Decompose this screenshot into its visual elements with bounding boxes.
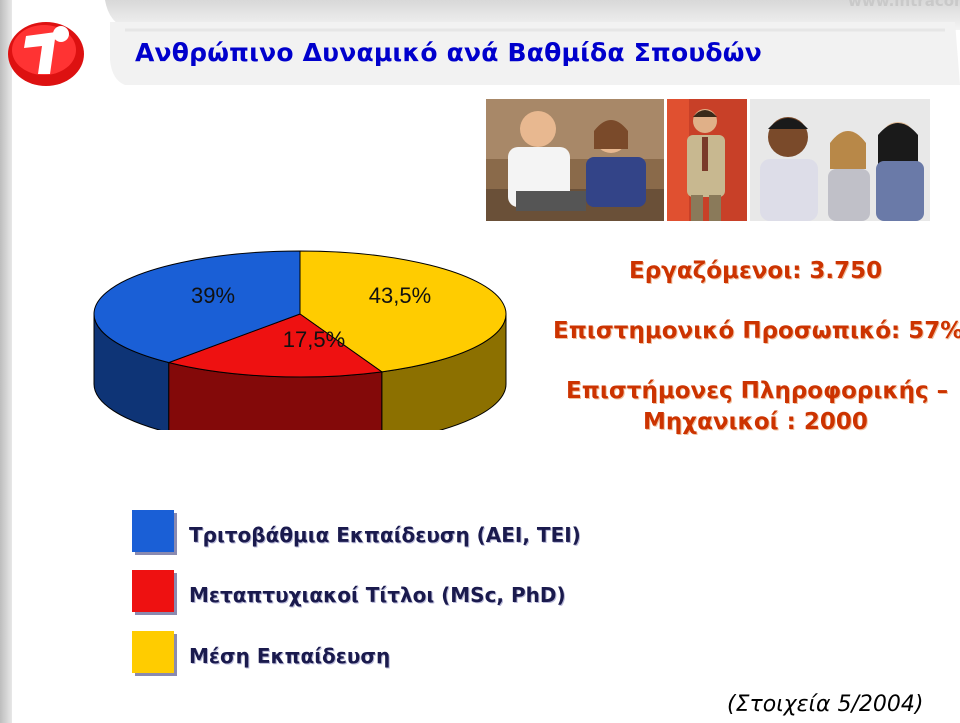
pie-chart: 39% 17,5% 43,5% [93, 250, 507, 430]
pie-data-label: 43,5% [369, 283, 431, 308]
legend-label: Μεταπτυχιακοί Τίτλοι (MSc, PhD) [189, 583, 566, 607]
legend-swatch-red [132, 570, 174, 612]
watermark-text: www.intracom [848, 0, 960, 10]
legend-swatch-blue [132, 510, 174, 552]
pie-slice-1 [167, 313, 384, 378]
legend-label: Μέση Εκπαίδευση [189, 644, 391, 668]
legend-label: Τριτοβάθμια Εκπαίδευση (ΑΕΙ, ΤΕΙ) [189, 523, 581, 547]
it-engineers-stat-line2: Μηχανικοί : 2000 [643, 409, 868, 435]
employees-stat: Εργαζόμενοι: 3.750 [629, 258, 883, 284]
legend-swatch-yellow [132, 631, 174, 673]
pie-slice-0 [93, 250, 301, 364]
businessman-photo [667, 99, 747, 221]
company-logo [8, 22, 84, 86]
page-title: Ανθρώπινο Δυναμικό ανά Βαθμίδα Σπουδών [135, 38, 762, 67]
left-edge-bar [0, 0, 12, 723]
scientific-staff-stat: Επιστημονικό Προσωπικό: 57% [553, 318, 960, 344]
pie-data-label: 17,5% [283, 327, 345, 352]
pie-slice-2 [299, 250, 507, 373]
office-workers-photo [486, 99, 664, 221]
it-engineers-stat-line1: Επιστήμονες Πληροφορικής – [566, 378, 949, 404]
team-meeting-photo [750, 99, 930, 221]
header-band [105, 0, 960, 85]
photo-strip [486, 99, 930, 221]
pie-data-label: 39% [191, 283, 235, 308]
data-source-note: (Στοιχεία 5/2004) [727, 692, 924, 717]
